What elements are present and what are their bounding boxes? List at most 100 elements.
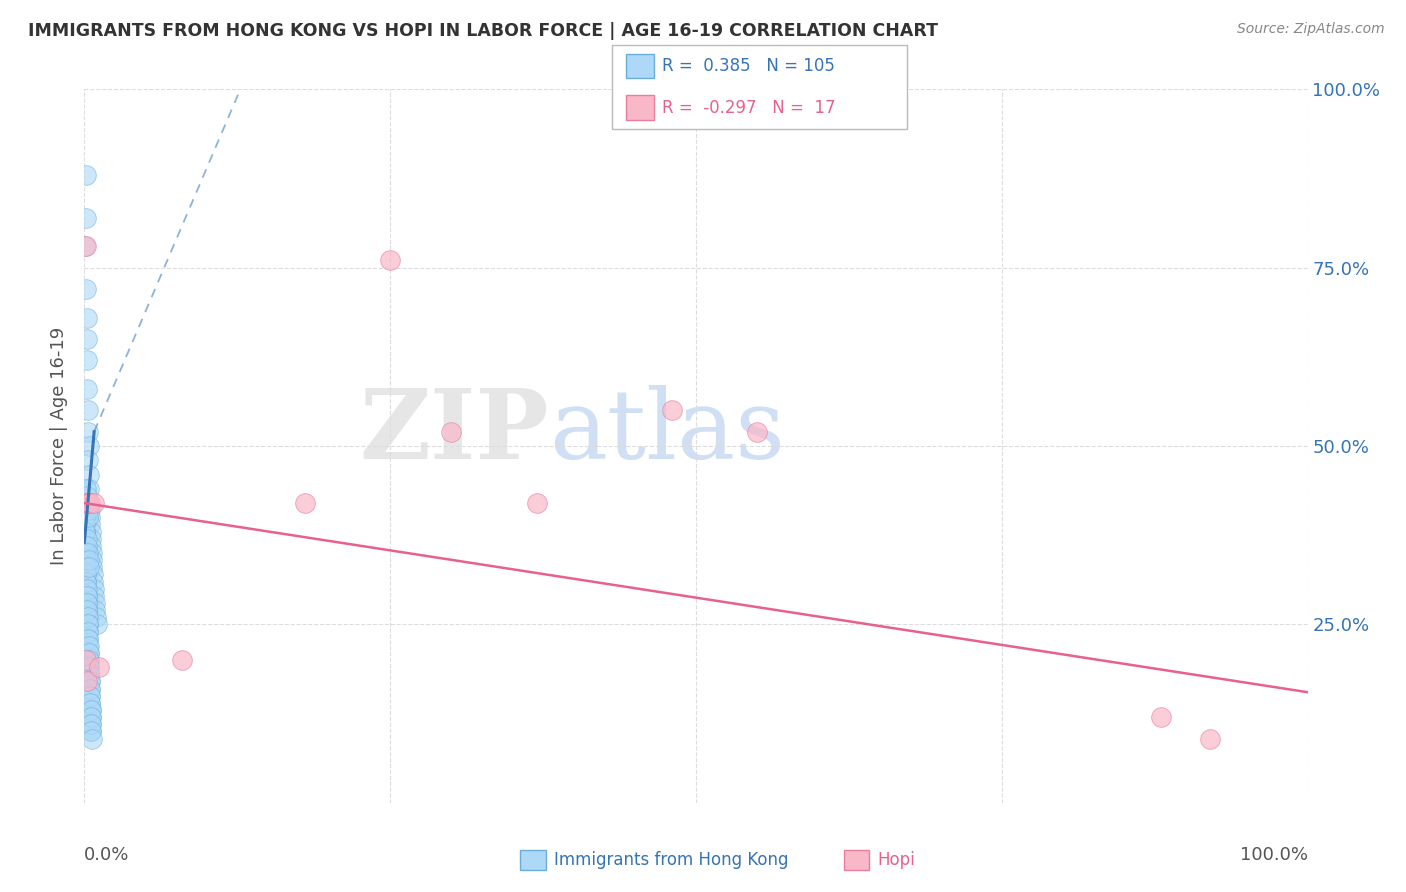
Point [526,496,548,510]
Point [77,632,100,646]
Point [76,539,98,553]
Point [76,603,98,617]
Point [76,496,98,510]
Text: Immigrants from Hong Kong: Immigrants from Hong Kong [554,851,789,869]
Point [76,332,98,346]
Point [73,539,96,553]
Point [77,646,100,660]
Point [79,510,101,524]
Point [77,546,100,560]
Point [84,603,107,617]
Point [80,724,103,739]
Point [80,710,103,724]
Point [76,582,98,596]
Point [79,696,101,710]
Point [73,510,96,524]
Point [79,667,101,681]
Point [75,517,97,532]
Point [79,496,101,510]
Text: R =  -0.297   N =  17: R = -0.297 N = 17 [662,99,835,117]
Point [76,589,98,603]
Point [82,567,104,582]
Point [76,353,98,368]
Text: Source: ZipAtlas.com: Source: ZipAtlas.com [1237,22,1385,37]
Point [77,624,100,639]
Point [75,653,97,667]
Point [77,439,100,453]
Point [73,503,96,517]
Point [80,546,103,560]
Point [77,496,100,510]
Point [76,617,98,632]
Point [76,603,98,617]
Point [77,467,100,482]
Point [380,253,402,268]
Point [76,610,98,624]
Y-axis label: In Labor Force | Age 16-19: In Labor Force | Age 16-19 [51,326,69,566]
Point [75,567,97,582]
Point [86,617,108,632]
Point [79,703,101,717]
Point [79,689,101,703]
Point [77,560,100,574]
Point [77,660,100,674]
Text: 100.0%: 100.0% [1240,846,1308,863]
Point [79,674,101,689]
Point [76,617,98,632]
Point [76,503,98,517]
Point [75,574,97,589]
Point [661,403,683,417]
Point [75,239,97,253]
Point [79,681,101,696]
Point [80,703,103,717]
Point [75,239,97,253]
Point [80,710,103,724]
Point [79,496,101,510]
Point [79,696,101,710]
Point [77,453,100,467]
Point [77,660,100,674]
Text: Hopi: Hopi [877,851,915,869]
Point [79,667,101,681]
Point [77,624,100,639]
Point [79,689,101,703]
Point [83,496,105,510]
Point [75,553,97,567]
Point [77,653,100,667]
Point [75,282,97,296]
Point [75,524,97,539]
Point [1198,731,1220,746]
Point [75,546,97,560]
Point [80,539,103,553]
Text: atlas: atlas [550,384,785,479]
Point [73,496,96,510]
Text: R =  0.385   N = 105: R = 0.385 N = 105 [662,57,835,75]
Point [76,310,98,325]
Point [76,382,98,396]
Point [75,211,97,225]
Point [73,524,96,539]
Text: IMMIGRANTS FROM HONG KONG VS HOPI IN LABOR FORCE | AGE 16-19 CORRELATION CHART: IMMIGRANTS FROM HONG KONG VS HOPI IN LAB… [28,22,938,40]
Point [294,496,316,510]
Point [83,582,105,596]
Point [80,731,103,746]
Point [73,510,96,524]
Point [87,660,110,674]
Point [83,596,105,610]
Text: 0.0%: 0.0% [84,846,129,863]
Point [80,553,103,567]
Point [76,589,98,603]
Point [79,503,101,517]
Point [80,717,103,731]
Point [76,610,98,624]
Point [77,653,100,667]
Point [79,674,101,689]
Point [80,524,103,539]
Point [75,574,97,589]
Point [76,489,98,503]
Point [80,724,103,739]
Point [77,482,100,496]
Point [76,674,98,689]
Point [77,646,100,660]
Point [75,546,97,560]
